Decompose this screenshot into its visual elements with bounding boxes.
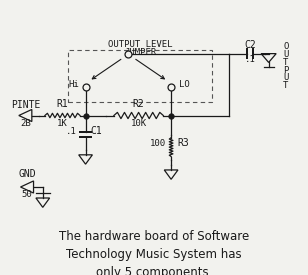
Text: PINTE: PINTE	[11, 100, 40, 110]
Text: U: U	[283, 73, 289, 82]
Text: T: T	[283, 81, 289, 90]
Text: The hardware board of Software
Technology Music System has
only 5 components.: The hardware board of Software Technolog…	[59, 230, 249, 275]
Bar	[68, 50, 212, 102]
Text: C1: C1	[91, 126, 103, 136]
Text: 10K: 10K	[131, 119, 147, 128]
Text: P: P	[283, 66, 289, 75]
Text: O: O	[283, 43, 289, 51]
Text: R1: R1	[57, 99, 68, 109]
Text: JUMPER: JUMPER	[124, 48, 156, 57]
Text: 2B: 2B	[20, 119, 31, 128]
Text: R2: R2	[133, 99, 144, 109]
Text: GND: GND	[18, 169, 36, 179]
Text: U: U	[283, 50, 289, 59]
Text: .1: .1	[66, 127, 77, 136]
Text: R3: R3	[177, 138, 189, 148]
Text: 50: 50	[22, 191, 32, 199]
Text: LO: LO	[179, 80, 189, 89]
Text: C2: C2	[244, 40, 256, 49]
Text: 1K: 1K	[57, 119, 68, 128]
Text: 100: 100	[150, 139, 166, 148]
Text: Hi: Hi	[68, 80, 79, 89]
Text: OUTPUT LEVEL: OUTPUT LEVEL	[108, 40, 172, 49]
Text: T: T	[283, 58, 289, 67]
Text: .1: .1	[245, 55, 256, 64]
